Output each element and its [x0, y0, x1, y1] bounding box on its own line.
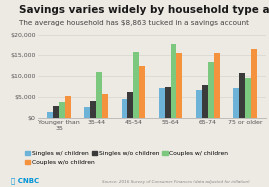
Bar	[59, 102, 65, 118]
Bar	[90, 101, 96, 118]
Text: Source: 2016 Survey of Consumer Finances (data adjusted for inflation): Source: 2016 Survey of Consumer Finances…	[102, 180, 250, 184]
Bar	[53, 106, 59, 118]
Text: Savings varies widely by household type and age: Savings varies widely by household type …	[19, 5, 269, 15]
Bar	[245, 78, 251, 118]
Bar	[233, 88, 239, 118]
Bar	[176, 53, 182, 118]
Bar	[122, 99, 128, 118]
Text: The average household has $8,863 tucked in a savings account: The average household has $8,863 tucked …	[19, 20, 249, 26]
Bar	[84, 107, 90, 118]
Bar	[133, 52, 139, 118]
Bar	[251, 49, 257, 118]
Legend: Couples w/o children: Couples w/o children	[25, 160, 95, 165]
Bar	[208, 62, 214, 118]
Bar	[65, 96, 71, 118]
Bar	[96, 72, 102, 118]
Bar	[128, 92, 133, 118]
Bar	[171, 44, 176, 118]
Text: ⧂ CNBC: ⧂ CNBC	[11, 178, 39, 184]
Bar	[159, 88, 165, 118]
Bar	[196, 90, 202, 118]
Bar	[102, 94, 108, 118]
Bar	[165, 87, 171, 118]
Bar	[214, 53, 220, 118]
Bar	[47, 112, 53, 118]
Bar	[202, 85, 208, 118]
Bar	[139, 66, 145, 118]
Bar	[239, 73, 245, 118]
